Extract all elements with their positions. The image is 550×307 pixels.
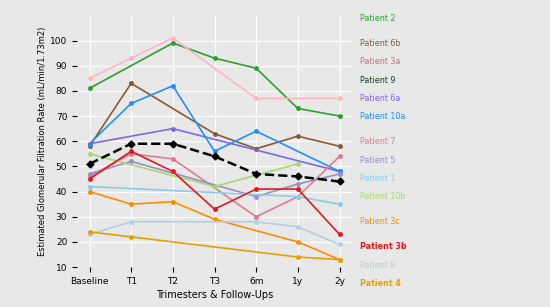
Text: Patient 3b: Patient 3b	[360, 242, 407, 251]
X-axis label: Trimesters & Follow-Ups: Trimesters & Follow-Ups	[156, 290, 273, 300]
Y-axis label: Estimated Glomerular Filtration Rate (mL/min/1.73m2): Estimated Glomerular Filtration Rate (mL…	[39, 26, 47, 256]
Text: Patient 9: Patient 9	[360, 76, 396, 84]
Text: Patient 5: Patient 5	[360, 156, 396, 165]
Text: Patient 6a: Patient 6a	[360, 94, 400, 103]
Text: Patient 10a: Patient 10a	[360, 112, 406, 121]
Text: Patient 3c: Patient 3c	[360, 217, 400, 226]
Text: Patient 4: Patient 4	[360, 279, 401, 288]
Text: Patient 7: Patient 7	[360, 137, 396, 146]
Text: Patient 2: Patient 2	[360, 14, 396, 23]
Text: Patient 3a: Patient 3a	[360, 57, 400, 66]
Text: Patient 1: Patient 1	[360, 174, 395, 183]
Text: Patient 10b: Patient 10b	[360, 192, 406, 201]
Text: Patient 6b: Patient 6b	[360, 39, 401, 48]
Text: Patient 8: Patient 8	[360, 261, 395, 270]
